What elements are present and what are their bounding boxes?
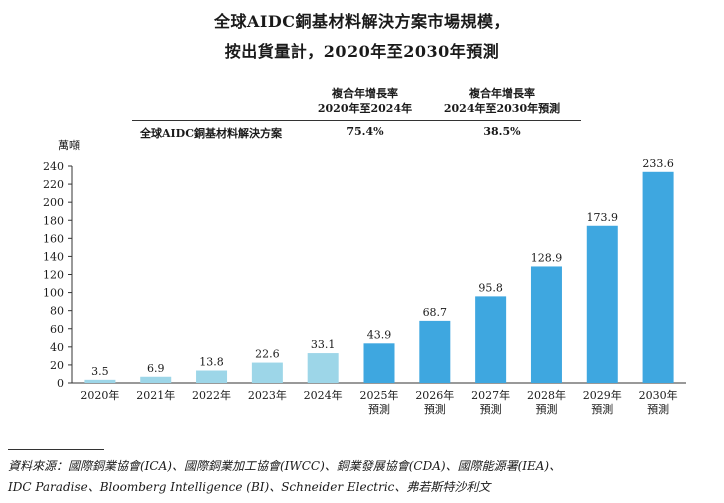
source-line-1: 資料來源：國際銅業協會(ICA)、國際銅業加工協會(IWCC)、銅業發展協會(C… (8, 459, 562, 473)
value-label: 68.7 (423, 306, 448, 319)
value-label: 6.9 (147, 362, 165, 375)
footnote-rule (8, 449, 104, 450)
x-tick-label: 預測 (368, 402, 390, 416)
y-tick-label: 180 (43, 214, 64, 227)
y-tick-label: 200 (43, 196, 64, 209)
cagr-header-2024-2030-line1: 複合年增長率 (469, 87, 535, 100)
y-tick-label: 20 (50, 359, 64, 372)
x-tick-label: 2020年 (80, 388, 119, 402)
cagr-header-2020-2024: 複合年增長率 2020年至2024年 (305, 86, 425, 116)
cagr-header-2020-2024-line2: 2020年至2024年 (317, 102, 413, 115)
x-tick-label: 2030年 (639, 388, 678, 402)
x-tick-label: 2023年 (248, 388, 287, 402)
y-tick-label: 40 (50, 341, 64, 354)
bar (419, 320, 451, 383)
value-label: 173.9 (587, 211, 619, 224)
bars (84, 171, 674, 383)
y-tick-label: 60 (50, 323, 64, 336)
y-ticks: 0 20 40 60 80 100 120 140 160 180 200 220 240 (43, 160, 72, 390)
value-label: 128.9 (531, 251, 563, 264)
bar (140, 376, 172, 383)
value-label: 233.6 (642, 157, 674, 170)
value-label: 43.9 (367, 328, 392, 341)
x-tick-label: 2025年 (360, 388, 399, 402)
value-label: 95.8 (478, 281, 503, 294)
x-tick-label: 預測 (591, 402, 613, 416)
value-label: 3.5 (91, 365, 109, 378)
x-tick-label: 2028年 (527, 388, 566, 402)
bar (307, 353, 339, 383)
bar (196, 370, 228, 383)
y-tick-label: 220 (43, 178, 64, 191)
x-tick-label: 2027年 (471, 388, 510, 402)
cagr-header-2020-2024-line1: 複合年增長率 (332, 87, 398, 100)
x-tick-label: 2026年 (415, 388, 454, 402)
chart-title-line1: 全球AIDC銅基材料解決方案市場規模， (213, 12, 510, 31)
cagr-row-label: 全球AIDC銅基材料解決方案 (140, 127, 282, 140)
bar (530, 266, 562, 383)
bar (475, 296, 507, 383)
bar (586, 225, 618, 383)
bar (642, 171, 674, 383)
y-tick-label: 80 (50, 305, 64, 318)
bar (251, 362, 283, 383)
x-tick-label: 預測 (647, 402, 669, 416)
cagr-header-2024-2030-line2: 2024年至2030年預測 (443, 102, 561, 115)
y-tick-label: 120 (43, 269, 64, 282)
value-labels: 3.5 6.9 13.8 22.6 33.1 43.9 68.7 95.8 128.9 173.9… (91, 157, 674, 378)
cagr-table-rule (132, 120, 581, 121)
value-label: 22.6 (255, 348, 280, 361)
y-tick-label: 140 (43, 250, 64, 263)
x-tick-label: 預測 (480, 402, 502, 416)
y-tick-label: 100 (43, 287, 64, 300)
chart-title-line2: 按出貨量計，2020年至2030年預測 (224, 42, 500, 61)
x-tick-label: 預測 (535, 402, 557, 416)
x-tick-label: 2022年 (192, 388, 231, 402)
source-line-2: IDC Paradise、Bloomberg Intelligence (BI)… (8, 480, 491, 494)
bar (363, 343, 395, 383)
y-tick-label: 240 (43, 160, 64, 173)
x-tick-label: 預測 (424, 402, 446, 416)
x-tick-labels: 2020年 2021年 2022年 2023年 2024年 2025年預測2026年預測2… (80, 388, 677, 416)
bar (84, 379, 116, 383)
y-tick-label: 0 (57, 377, 64, 390)
x-tick-label: 2029年 (583, 388, 622, 402)
x-tick-label: 2024年 (304, 388, 343, 402)
value-label: 13.8 (199, 356, 224, 369)
y-axis-unit-label: 萬噸 (58, 139, 80, 152)
cagr-value-2024-2030: 38.5% (483, 125, 521, 138)
value-label: 33.1 (311, 338, 336, 351)
cagr-header-2024-2030: 複合年增長率 2024年至2030年預測 (432, 86, 572, 116)
y-tick-label: 160 (43, 232, 64, 245)
cagr-value-2020-2024: 75.4% (346, 125, 384, 138)
x-tick-label: 2021年 (136, 388, 175, 402)
